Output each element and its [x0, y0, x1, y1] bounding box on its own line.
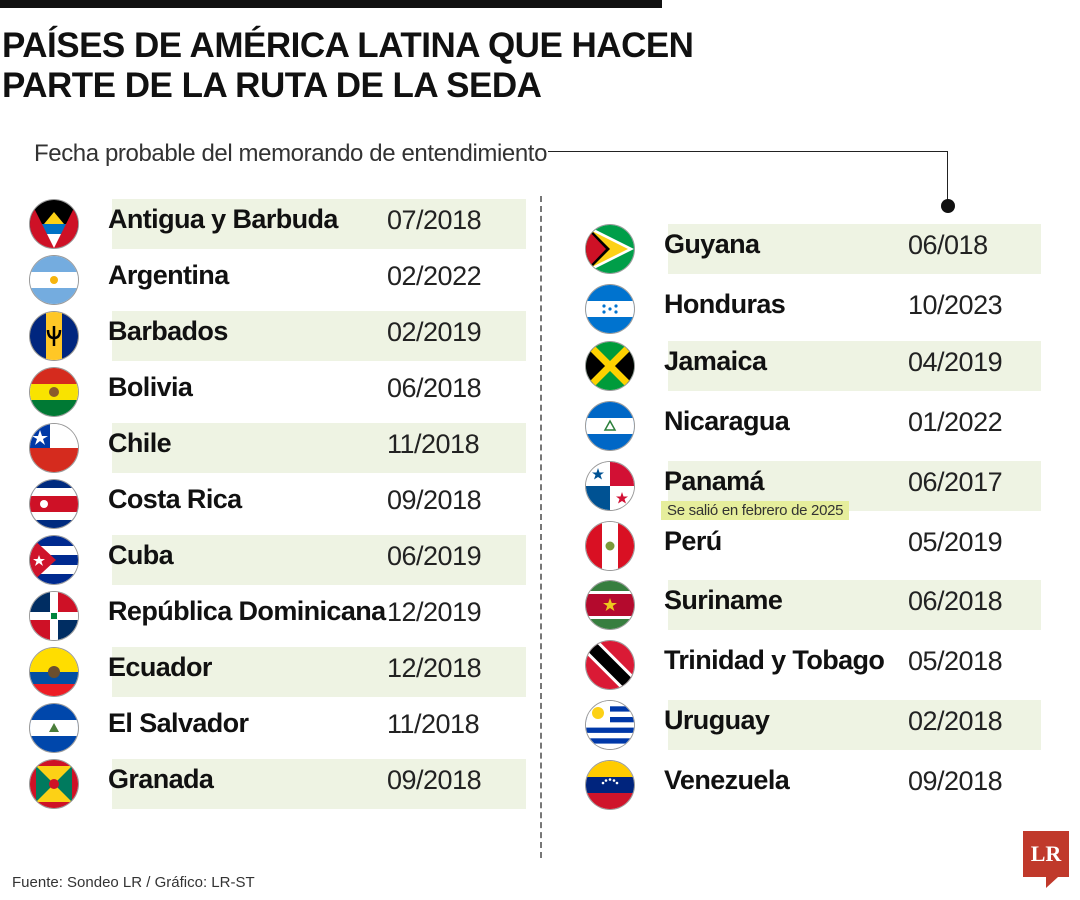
country-date: 12/2018: [387, 653, 482, 683]
title-line-1: PAÍSES DE AMÉRICA LATINA QUE HACEN: [2, 26, 694, 65]
country-date: 01/2022: [908, 407, 1003, 437]
country-date: 09/2018: [387, 765, 482, 795]
country-name: Suriname: [664, 585, 783, 615]
country-name: Cuba: [108, 540, 174, 570]
venezuela-flag-icon: [586, 761, 634, 809]
title-line-2: PARTE DE LA RUTA DE LA SEDA: [2, 66, 542, 105]
ecuador-flag-icon: [30, 648, 78, 696]
country-date: 06/2019: [387, 541, 482, 571]
country-name: Trinidad y Tobago: [664, 645, 885, 675]
country-date: 04/2019: [908, 347, 1003, 377]
country-date: 09/2018: [387, 485, 482, 515]
country-name: Bolivia: [108, 372, 193, 402]
country-date: 06/2018: [387, 373, 482, 403]
trinidad-and-tobago-flag-icon: [586, 641, 634, 689]
country-name: El Salvador: [108, 708, 249, 738]
country-name: Jamaica: [664, 346, 767, 376]
country-date: 09/2018: [908, 766, 1003, 796]
country-row: Granada 09/2018: [30, 759, 526, 809]
panama-flag-icon: [586, 462, 634, 510]
connector-dot: [941, 199, 955, 213]
country-row: Jamaica 04/2019: [586, 341, 1041, 391]
suriname-flag-icon: [586, 581, 634, 629]
country-name: Uruguay: [664, 705, 770, 735]
costa-rica-flag-icon: [30, 480, 78, 528]
country-row: Nicaragua 01/2022: [586, 401, 1041, 451]
country-date: 05/2019: [908, 527, 1003, 557]
country-name: Ecuador: [108, 652, 212, 682]
country-name: Venezuela: [664, 765, 790, 795]
column-divider: [540, 196, 542, 858]
country-date: 12/2019: [387, 597, 482, 627]
lr-logo-tail: [1046, 877, 1058, 888]
country-name: Granada: [108, 764, 214, 794]
country-name: Costa Rica: [108, 484, 242, 514]
peru-flag-icon: [586, 522, 634, 570]
country-name: Nicaragua: [664, 406, 790, 436]
country-row: Antigua y Barbuda 07/2018: [30, 199, 526, 249]
country-date: 10/2023: [908, 290, 1003, 320]
country-row: Honduras 10/2023: [586, 284, 1041, 334]
country-row: Guyana 06/018: [586, 224, 1041, 274]
country-date: 11/2018: [387, 709, 480, 739]
lr-logo: LR: [1023, 831, 1069, 877]
honduras-flag-icon: [586, 285, 634, 333]
bolivia-flag-icon: [30, 368, 78, 416]
top-rule: [0, 0, 662, 8]
country-date: 06/018: [908, 230, 988, 260]
dominican-republic-flag-icon: [30, 592, 78, 640]
country-name: República Dominicana: [108, 596, 386, 626]
jamaica-flag-icon: [586, 342, 634, 390]
country-date: 06/2017: [908, 467, 1003, 497]
country-row: República Dominicana 12/2019: [30, 591, 526, 641]
argentina-flag-icon: [30, 256, 78, 304]
subtitle: Fecha probable del memorando de entendim…: [34, 140, 548, 167]
country-name: Barbados: [108, 316, 228, 346]
country-date: 07/2018: [387, 205, 482, 235]
grenada-flag-icon: [30, 760, 78, 808]
country-name: Perú: [664, 526, 722, 556]
source-credit: Fuente: Sondeo LR / Gráfico: LR-ST: [12, 874, 255, 891]
country-name: Guyana: [664, 229, 760, 259]
guyana-flag-icon: [586, 225, 634, 273]
country-row: Argentina 02/2022: [30, 255, 526, 305]
country-date: 06/2018: [908, 586, 1003, 616]
country-date: 02/2022: [387, 261, 482, 291]
connector-drop: [947, 151, 948, 205]
country-row: Chile 11/2018: [30, 423, 526, 473]
country-row: El Salvador 11/2018: [30, 703, 526, 753]
nicaragua-flag-icon: [586, 402, 634, 450]
connector-line: [548, 151, 948, 152]
country-date: 05/2018: [908, 646, 1003, 676]
country-row: Trinidad y Tobago 05/2018: [586, 640, 1041, 690]
country-row: Cuba 06/2019: [30, 535, 526, 585]
country-name: Chile: [108, 428, 172, 458]
panama-exit-note: Se salió en febrero de 2025: [661, 501, 850, 520]
country-name: Panamá: [664, 466, 765, 496]
lr-logo-text: LR: [1030, 841, 1062, 866]
barbados-flag-icon: [30, 312, 78, 360]
page-title: PAÍSES DE AMÉRICA LATINA QUE HACEN PARTE…: [2, 26, 694, 106]
country-date: 02/2019: [387, 317, 482, 347]
country-row: Uruguay 02/2018: [586, 700, 1041, 750]
antigua-and-barbuda-flag-icon: [30, 200, 78, 248]
el-salvador-flag-icon: [30, 704, 78, 752]
country-name: Antigua y Barbuda: [108, 204, 338, 234]
country-name: Argentina: [108, 260, 229, 290]
country-date: 11/2018: [387, 429, 480, 459]
chile-flag-icon: [30, 424, 78, 472]
country-row: Perú 05/2019: [586, 521, 1041, 571]
country-row: Panamá 06/2017: [586, 461, 1041, 511]
cuba-flag-icon: [30, 536, 78, 584]
country-row: Suriname 06/2018: [586, 580, 1041, 630]
country-row: Ecuador 12/2018: [30, 647, 526, 697]
country-row: Barbados 02/2019: [30, 311, 526, 361]
country-row: Bolivia 06/2018: [30, 367, 526, 417]
country-row: Costa Rica 09/2018: [30, 479, 526, 529]
uruguay-flag-icon: [586, 701, 634, 749]
country-name: Honduras: [664, 289, 786, 319]
country-date: 02/2018: [908, 706, 1003, 736]
country-row: Venezuela 09/2018: [586, 760, 1041, 810]
